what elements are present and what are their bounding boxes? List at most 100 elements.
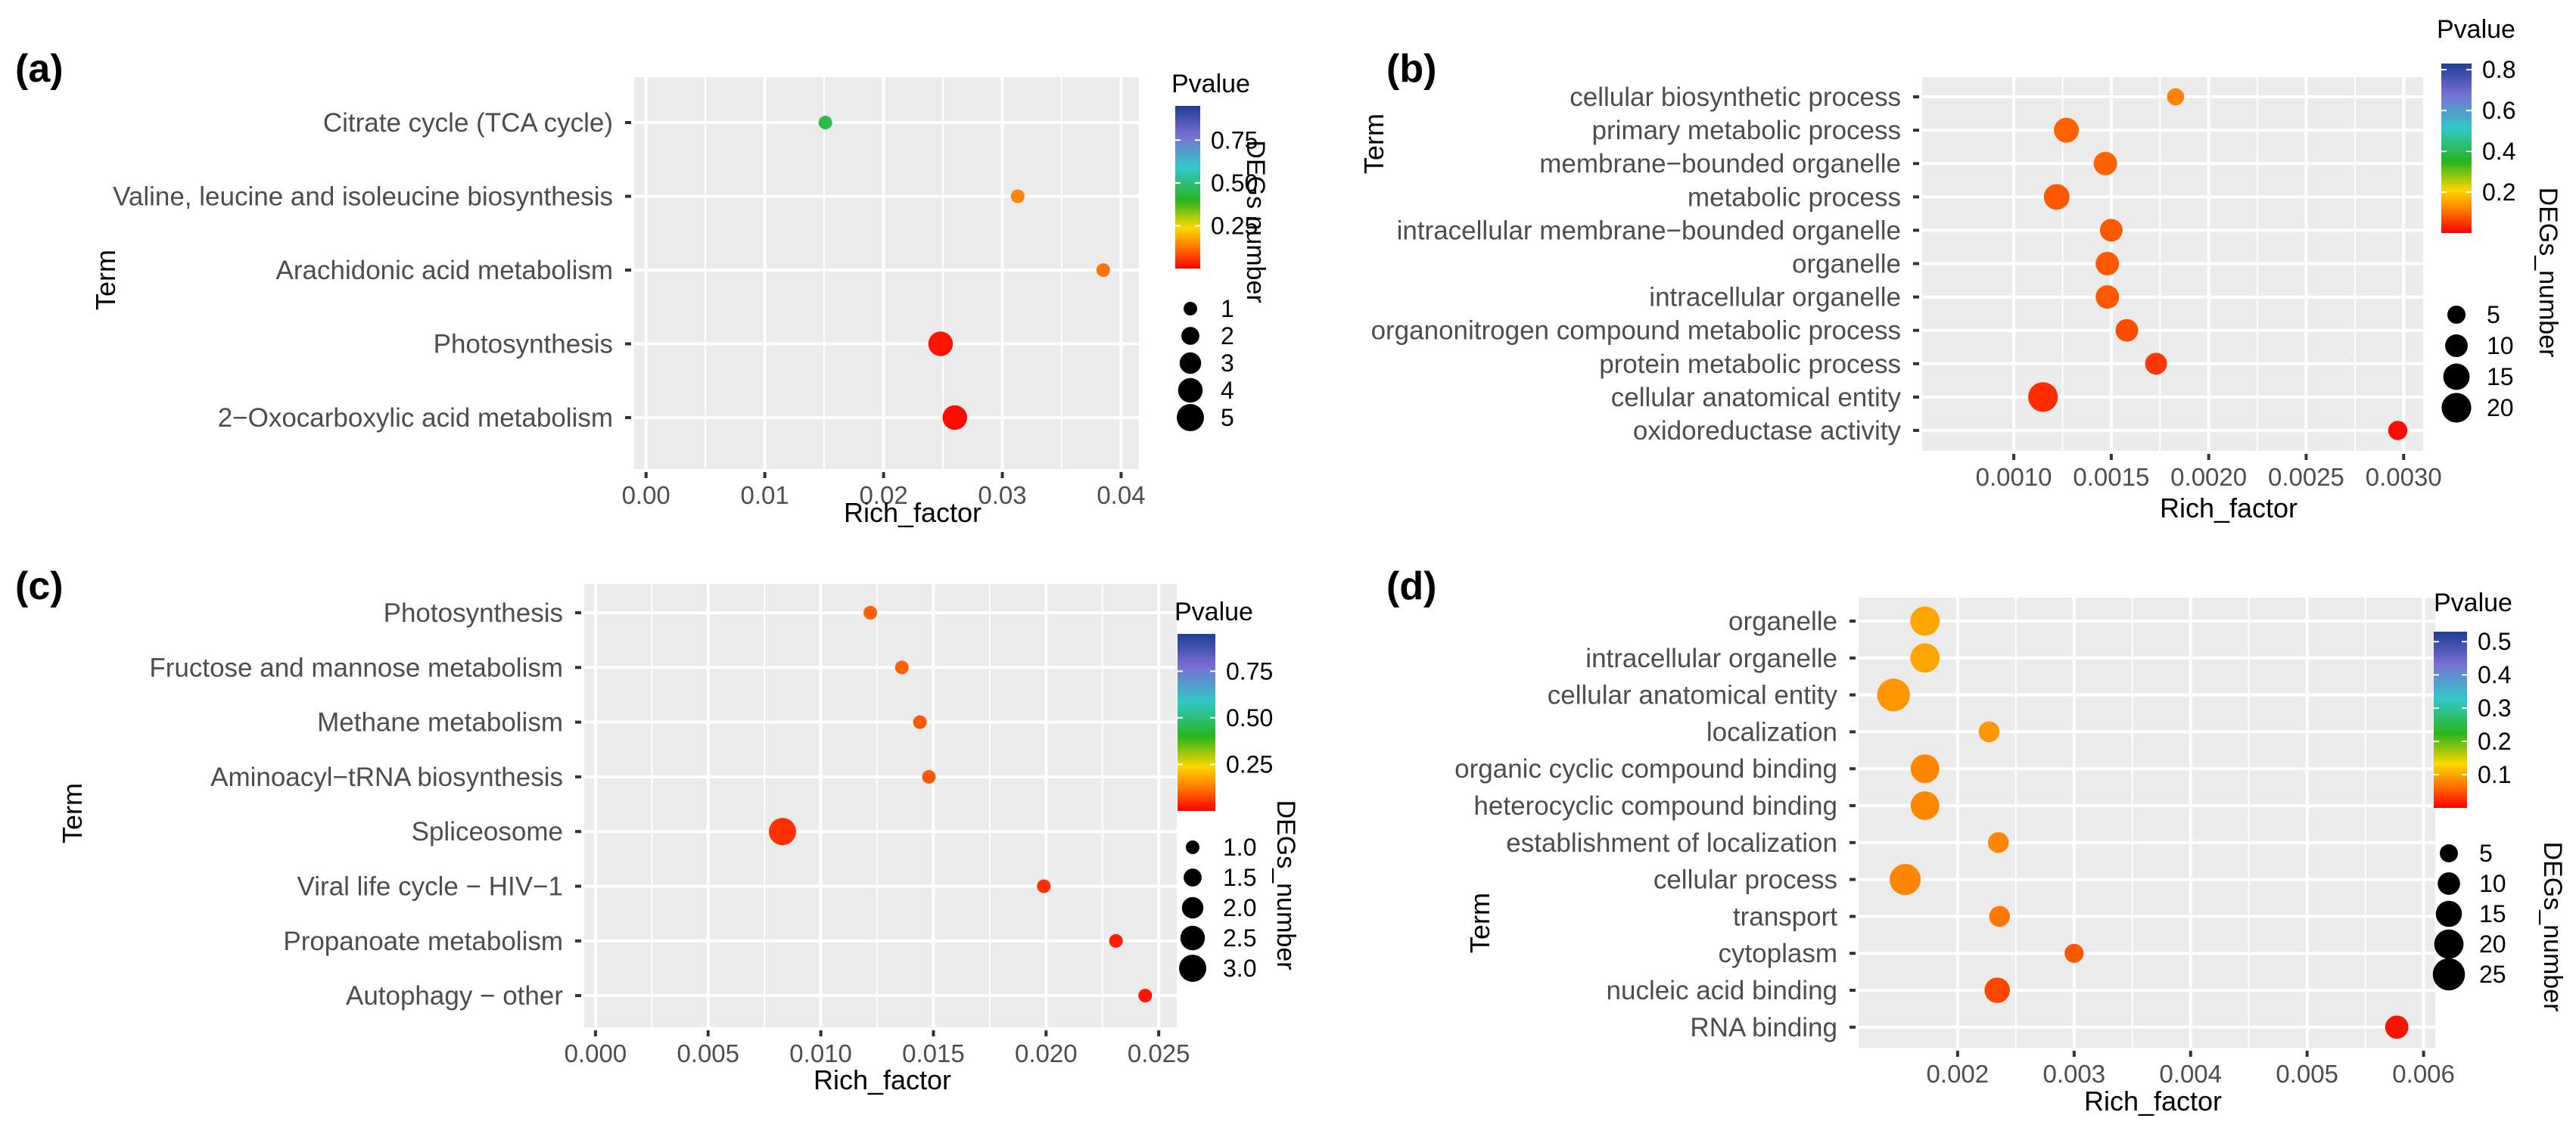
y-axis-title: Term: [1358, 113, 1389, 174]
size-legend-title: DEGs_number: [2538, 842, 2567, 1012]
y-tick-label: RNA binding: [1690, 1013, 1837, 1042]
x-tick-label: 0.010: [789, 1039, 852, 1067]
data-point: [1890, 864, 1921, 896]
data-point: [922, 769, 936, 784]
data-point: [2093, 151, 2117, 176]
data-point: [894, 660, 909, 675]
x-axis-title: Rich_factor: [814, 1064, 951, 1095]
x-tick-label: 0.006: [2392, 1060, 2455, 1088]
color-legend-label: 0.2: [2482, 179, 2515, 206]
y-tick-label: Aminoacyl−tRNA biosynthesis: [210, 763, 563, 792]
color-legend-label: 0.25: [1226, 750, 1273, 778]
y-tick-label: intracellular organelle: [1649, 283, 1901, 312]
data-point: [1138, 989, 1153, 1003]
data-point: [913, 715, 927, 729]
x-tick-label: 0.0015: [2073, 463, 2149, 491]
y-tick-label: Propanoate metabolism: [283, 927, 563, 956]
color-legend-label: 0.50: [1226, 704, 1273, 732]
y-axis-title: Term: [90, 250, 121, 310]
size-legend-dot: [1178, 377, 1203, 403]
x-tick-label: 0.0010: [1976, 463, 2052, 491]
x-tick-label: 0.002: [1927, 1060, 1990, 1088]
data-point: [2388, 421, 2408, 440]
data-point: [2095, 251, 2120, 276]
y-tick-label: oxidoreductase activity: [1633, 416, 1902, 446]
color-legend-title: Pvalue: [1174, 598, 1253, 626]
size-legend-label: 5: [2487, 301, 2500, 328]
panel-b: (b) cellular biosynthetic process primary …: [1358, 15, 2562, 523]
data-point: [1096, 263, 1110, 277]
size-legend-dot: [1184, 302, 1197, 315]
size-legend-label: 3.0: [1223, 955, 1256, 982]
panel-label: (a): [15, 47, 64, 91]
y-tick-label: Fructose and mannose metabolism: [149, 653, 563, 682]
size-legend-label: 10: [2487, 332, 2514, 359]
size-legend-label: 15: [2479, 900, 2506, 927]
data-point: [1978, 721, 2000, 743]
color-legend-label: 0.25: [1211, 212, 1258, 239]
x-tick-label: 0.0025: [2268, 463, 2344, 491]
color-legend-title: Pvalue: [2434, 589, 2512, 617]
size-legend-label: 5: [1221, 404, 1234, 431]
size-legend-dot: [2443, 363, 2470, 390]
color-legend-label: 0.4: [2482, 138, 2515, 165]
color-legend-label: 0.1: [2478, 761, 2511, 788]
y-axis-title: Term: [57, 783, 88, 843]
data-point: [1987, 832, 2009, 853]
plot-background: [634, 77, 1139, 469]
data-point: [2115, 318, 2139, 342]
size-legend-label: 25: [2479, 961, 2506, 988]
size-legend-dot: [1179, 955, 1206, 982]
size-legend-dot: [1184, 868, 1202, 887]
x-tick-label: 0.0020: [2170, 463, 2247, 491]
y-tick-label: primary metabolic process: [1592, 116, 1901, 145]
x-tick-label: 0.004: [2159, 1060, 2222, 1088]
y-tick-label: cellular anatomical entity: [1548, 681, 1838, 710]
size-legend-label: 20: [2479, 930, 2506, 958]
x-tick-label: 0.00: [622, 481, 670, 509]
panel-c: (c) Photosynthesis Fructose and mannose me…: [15, 564, 1300, 1095]
data-point: [2167, 88, 2185, 106]
size-legend-label: 2: [1221, 322, 1234, 349]
plot-background: [1859, 598, 2435, 1048]
color-bar: [2434, 632, 2467, 808]
size-legend-title: DEGs_number: [2534, 188, 2562, 358]
y-tick-label: intracellular membrane−bounded organelle: [1397, 216, 1901, 245]
y-tick-label: metabolic process: [1688, 182, 1901, 212]
x-tick-label: 0.000: [565, 1039, 627, 1067]
y-tick-label: Valine, leucine and isoleucine biosynthe…: [113, 182, 613, 212]
color-legend-label: 0.6: [2482, 97, 2515, 124]
panel-label: (c): [15, 564, 64, 608]
data-point: [2099, 219, 2123, 242]
data-point: [2028, 382, 2058, 412]
x-tick-label: 0.005: [2276, 1060, 2338, 1088]
size-legend-dot: [1177, 404, 1204, 431]
panel-d: (d) organelle intracellular organelle cellu…: [1386, 564, 2567, 1117]
panel-label: (b): [1386, 47, 1436, 91]
y-tick-label: cellular anatomical entity: [1611, 383, 1902, 412]
data-point: [1910, 643, 1940, 673]
color-legend-label: 0.75: [1226, 657, 1273, 685]
color-legend-label: 0.2: [2478, 728, 2511, 755]
x-tick-label: 0.04: [1097, 481, 1145, 509]
x-tick-label: 0.02: [859, 481, 907, 509]
size-legend-label: 20: [2487, 394, 2514, 421]
y-tick-label: localization: [1706, 717, 1837, 747]
y-tick-label: Spliceosome: [412, 817, 563, 847]
size-legend-dot: [1181, 327, 1199, 345]
color-bar: [2441, 64, 2472, 233]
x-tick-label: 0.020: [1015, 1039, 1078, 1067]
x-tick-label: 0.003: [2042, 1060, 2105, 1088]
y-tick-label: Autophagy − other: [346, 981, 563, 1011]
y-tick-label: establishment of localization: [1506, 828, 1837, 858]
y-tick-label: Citrate cycle (TCA cycle): [323, 108, 613, 138]
size-legend-dot: [2434, 929, 2464, 959]
size-legend-label: 1: [1221, 295, 1234, 322]
plot-background: [584, 584, 1177, 1027]
x-axis-title: Rich_factor: [2160, 492, 2298, 523]
x-tick-label: 0.03: [978, 481, 1026, 509]
data-point: [1989, 906, 2011, 927]
data-point: [2043, 184, 2070, 210]
size-legend-dot: [1179, 352, 1202, 374]
size-legend-dot: [1186, 840, 1199, 854]
